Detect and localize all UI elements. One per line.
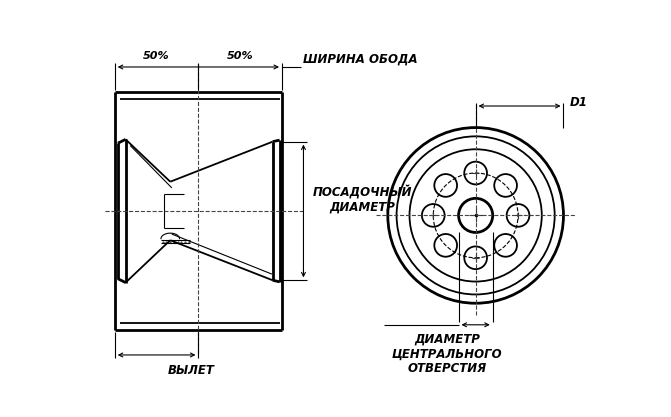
Text: ПОСАДОЧНЫЙ
ДИАМЕТР: ПОСАДОЧНЫЙ ДИАМЕТР [313, 185, 412, 214]
Text: ШИРИНА ОБОДА: ШИРИНА ОБОДА [303, 53, 418, 65]
Text: ДИАМЕТР
ЦЕНТРАЛЬНОГО
ОТВЕРСТИЯ: ДИАМЕТР ЦЕНТРАЛЬНОГО ОТВЕРСТИЯ [392, 332, 503, 375]
Text: 50%: 50% [144, 51, 170, 61]
Text: 50%: 50% [227, 51, 254, 61]
Text: D1: D1 [570, 96, 588, 109]
Text: ВЫЛЕТ: ВЫЛЕТ [168, 364, 215, 377]
